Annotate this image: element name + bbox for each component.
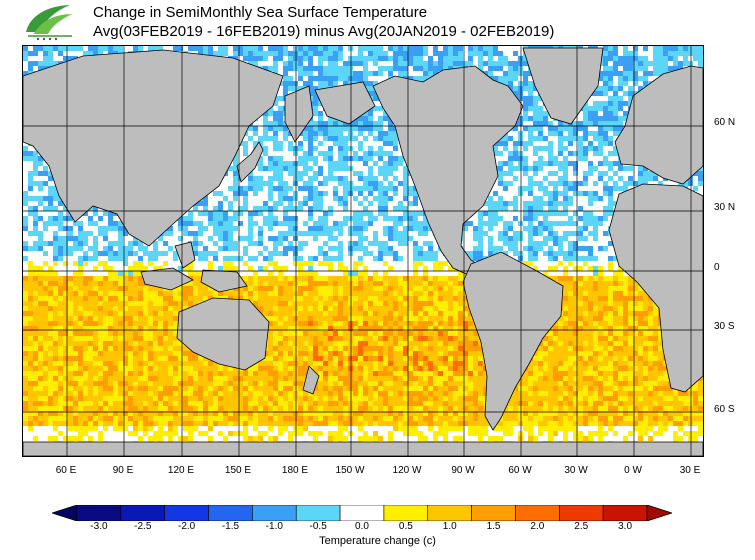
agency-logo [26,5,72,41]
colorbar-tick-label: 2.5 [574,521,589,532]
lon-label-60e: 60 E [55,465,77,476]
title-line-2: Avg(03FEB2019 - 16FEB2019) minus Avg(20J… [93,23,555,40]
lon-label-30w: 30 W [564,465,588,476]
colorbar-swatch [339,505,385,521]
colorbar-swatch [252,505,297,521]
colorbar-tick-label: 1.0 [442,521,457,532]
colorbar-tick-label: -3.0 [90,521,108,532]
lon-label-180e: 180 E [281,465,309,476]
colorbar-swatch [164,505,209,521]
colorbar-swatch [295,505,341,521]
colorbar-tick-label: -2.5 [134,521,152,532]
colorbar-swatch [471,505,516,521]
colorbar-swatch [383,505,429,521]
colorbar-swatch [76,505,122,521]
lon-label-120e: 120 E [167,465,195,476]
lon-label-0w: 0 W [624,465,642,476]
lon-label-150w: 150 W [335,465,365,476]
lon-label-90e: 90 E [112,465,134,476]
lat-label-60s: 60 S [714,404,735,415]
colorbar-tick-label: 0.5 [398,521,413,532]
colorbar-swatch [515,505,560,521]
colorbar-tick-label: 2.0 [530,521,545,532]
map-canvas [23,46,703,456]
lat-label-30n: 30 N [714,202,736,213]
colorbar-title: Temperature change (c) [319,535,436,547]
lat-label-0: 0 [714,262,720,273]
lon-label-30e: 30 E [679,465,701,476]
map-title: Change in SemiMonthly Sea Surface Temper… [93,3,554,41]
lon-label-90w: 90 W [451,465,475,476]
colorbar-swatch [427,505,472,521]
lon-label-120w: 120 W [392,465,422,476]
colorbar-tick-label: 0.0 [355,521,369,532]
colorbar-arrow-low [52,505,78,521]
colorbar-tick-label: 3.0 [618,521,633,532]
colorbar-arrow-high [646,505,672,521]
colorbar [52,505,672,521]
lon-label-60w: 60 W [508,465,532,476]
colorbar-tick-label: -2.0 [177,521,196,532]
title-line-1: Change in SemiMonthly Sea Surface Temper… [93,4,428,21]
colorbar-swatch [602,505,648,521]
colorbar-tick-label: -1.5 [221,521,240,532]
colorbar-swatch [208,505,253,521]
sst-change-map [22,45,704,457]
lon-label-150e: 150 E [224,465,252,476]
lat-label-60n: 60 N [714,117,736,128]
colorbar-tick-label: 1.5 [486,521,501,532]
lat-label-30s: 30 S [714,321,735,332]
colorbar-swatch [559,505,604,521]
colorbar-swatch [120,505,165,521]
colorbar-tick-label: -0.5 [309,521,327,532]
colorbar-tick-label: -1.0 [265,521,283,532]
